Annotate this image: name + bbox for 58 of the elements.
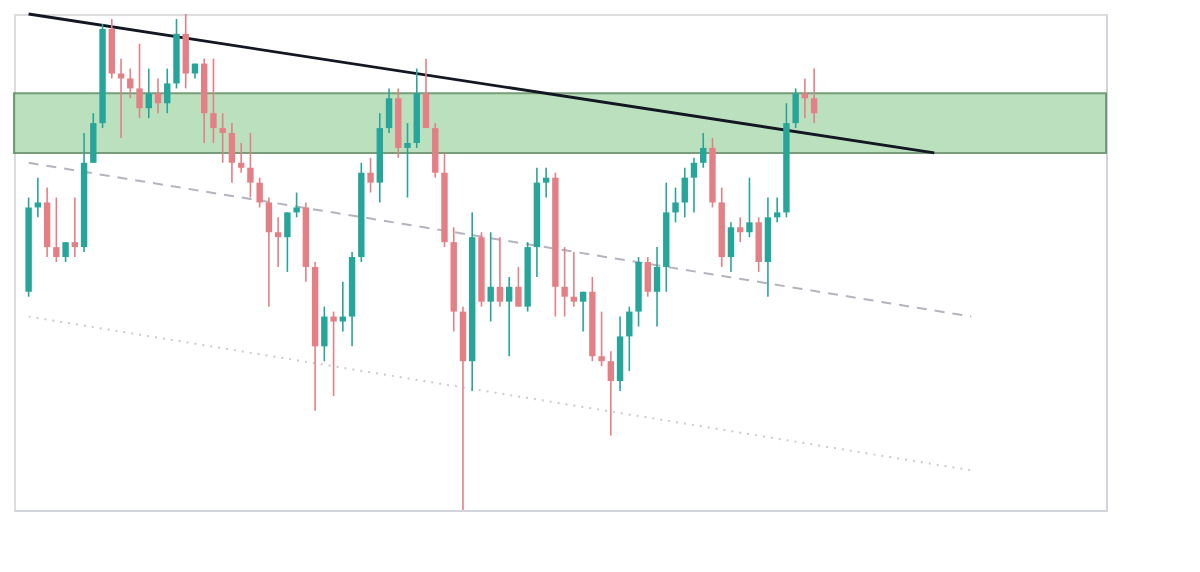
candlestick [773, 196, 781, 224]
candlestick [71, 196, 79, 258]
candlestick [746, 176, 753, 238]
candlestick [626, 305, 633, 372]
candlestick [616, 315, 624, 392]
candlestick [330, 310, 337, 397]
candlestick [755, 216, 762, 273]
candlestick [256, 176, 263, 209]
candlestick [210, 57, 217, 144]
candlestick [598, 310, 605, 367]
candlestick [515, 266, 522, 308]
candlestick [219, 112, 226, 164]
candlestick [432, 122, 439, 179]
candlestick [487, 231, 494, 323]
candlestick [265, 196, 273, 308]
candlestick [542, 166, 550, 199]
candlestick [792, 87, 799, 129]
candlestick [367, 157, 374, 194]
candlestick [182, 13, 189, 90]
candlestick [274, 216, 282, 268]
candlestick [810, 67, 818, 124]
candlestick [764, 196, 772, 298]
candlestick [53, 196, 60, 263]
candlestick [496, 236, 504, 308]
candlestick [136, 42, 143, 119]
candlestick [164, 67, 171, 114]
candlestick [422, 57, 430, 129]
candlestick [339, 281, 347, 333]
candlestick [228, 122, 236, 184]
candlestick [801, 77, 809, 119]
candlestick [644, 256, 651, 298]
candlestick [62, 241, 69, 263]
candlestick [321, 305, 328, 362]
candlestick [385, 87, 393, 134]
candlestick [108, 18, 115, 80]
candlestick [505, 276, 513, 358]
candlestick [145, 67, 152, 119]
candlestick [247, 132, 254, 199]
candlestick [561, 246, 568, 318]
candlestick [653, 246, 661, 328]
candlestick [570, 251, 578, 308]
candlestick [727, 221, 735, 273]
candlestick [154, 77, 162, 114]
candlestick [34, 176, 42, 219]
candlestick [237, 142, 245, 174]
candlestick [293, 191, 300, 219]
candlestick [700, 132, 707, 169]
candlestick [127, 67, 134, 100]
candlestick [284, 211, 291, 273]
candlestick [404, 122, 411, 199]
candlestick [690, 157, 698, 214]
candlestick [607, 350, 615, 437]
candlestick [43, 186, 51, 258]
candlestick [579, 290, 587, 333]
candlestick [681, 166, 688, 219]
candlestick [737, 216, 744, 243]
candlestick [90, 112, 97, 164]
candlestick [672, 186, 679, 224]
